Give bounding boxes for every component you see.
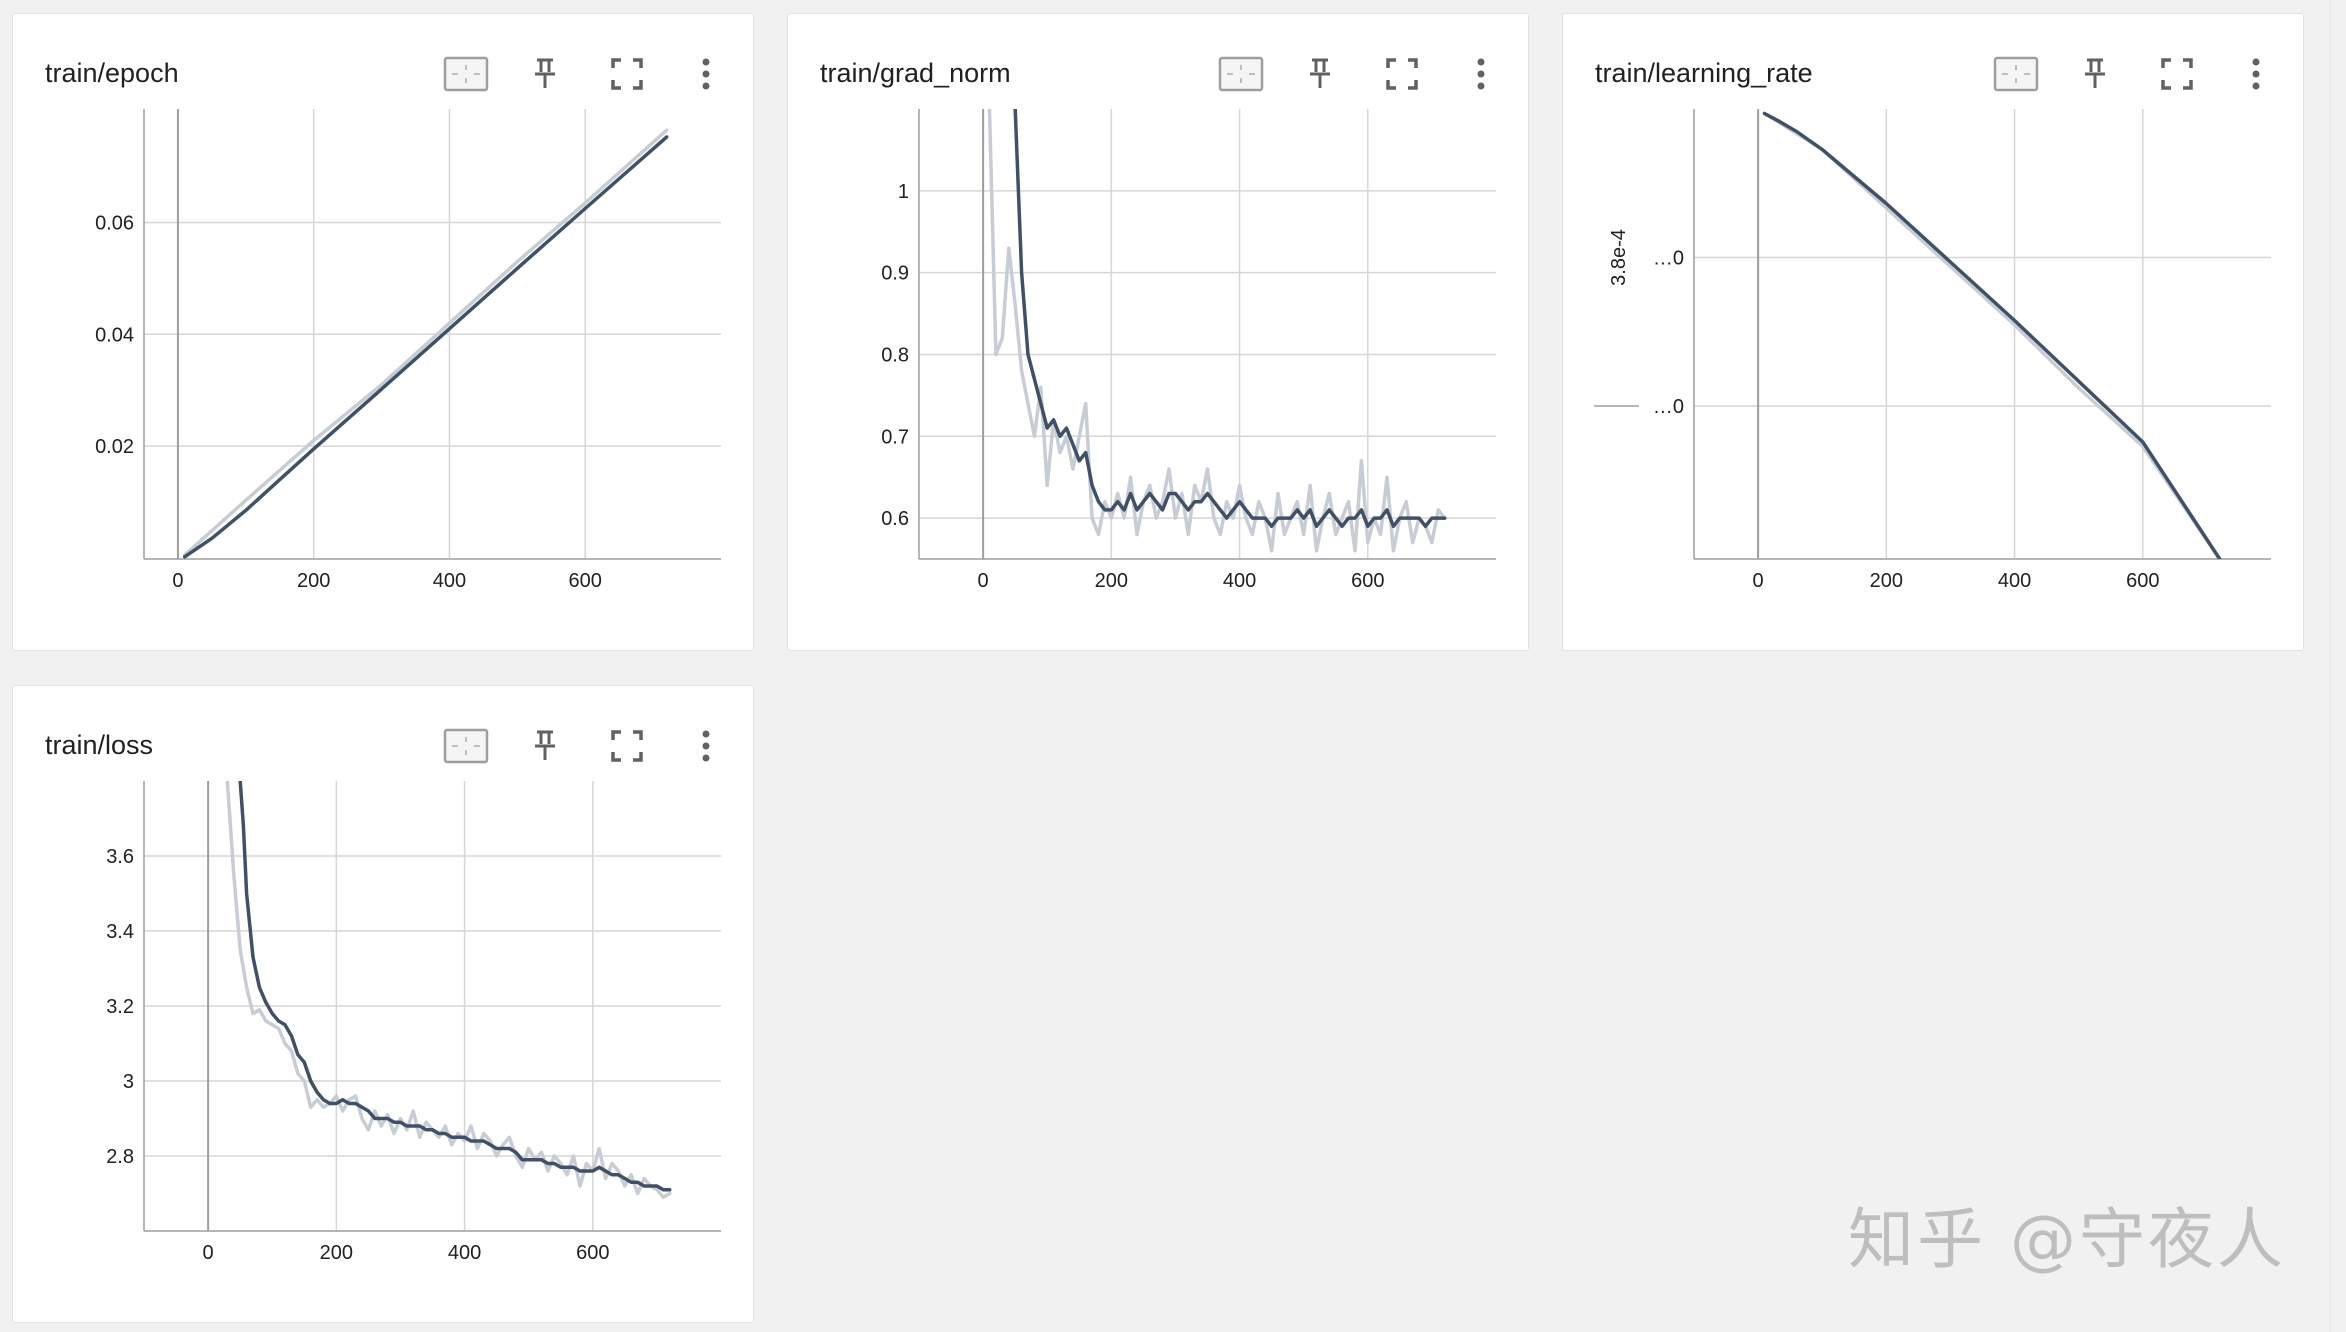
chart-plot: 0 200 400 600 2.8 3 3.2 3.4 3.6 <box>106 781 721 1264</box>
chart-card-loss: train/loss 0 200 400 600 2.8 3 3.2 3.4 3.6 <box>12 685 754 1323</box>
x-tick-label: 0 <box>978 570 989 592</box>
raw-series-line <box>182 128 669 557</box>
x-tick-label: 0 <box>1753 570 1764 592</box>
x-tick-label: 600 <box>569 570 602 592</box>
chart-card-grad-norm: train/grad_norm 0 200 400 600 0.6 0.7 0.8 0.9 1 <box>787 13 1529 651</box>
fit-domain-icon[interactable] <box>1218 56 1264 97</box>
x-tick-label: 400 <box>1998 570 2031 592</box>
y-tick-label: …0 <box>1653 248 1684 270</box>
y-tick-label: 3.4 <box>106 921 134 943</box>
fullscreen-icon[interactable] <box>2159 56 2195 97</box>
chart-card-learning-rate: train/learning_rate 0 200 400 600 …0 …0 3.8e-4 <box>1562 13 2304 651</box>
more-vert-icon[interactable] <box>1474 56 1488 97</box>
x-tick-label: 0 <box>172 570 183 592</box>
x-tick-label: 600 <box>2126 570 2159 592</box>
chart-title: train/grad_norm <box>820 58 1011 88</box>
y-tick-label: 3.6 <box>106 846 134 868</box>
y-tick-label: 0.8 <box>881 344 909 366</box>
fit-domain-icon[interactable] <box>443 728 489 769</box>
pin-icon[interactable] <box>1306 56 1334 97</box>
more-vert-icon[interactable] <box>699 56 713 97</box>
fit-domain-icon[interactable] <box>443 56 489 97</box>
x-tick-label: 400 <box>433 570 466 592</box>
fullscreen-icon[interactable] <box>1384 56 1420 97</box>
pin-icon[interactable] <box>531 728 559 769</box>
x-tick-label: 600 <box>576 1242 609 1264</box>
y-tick-label: 1 <box>898 181 909 203</box>
raw-series-line <box>987 109 1447 553</box>
chart-plot: 0 200 400 600 0.6 0.7 0.8 0.9 1 <box>881 109 1496 592</box>
chart-plot: 0 200 400 600 0.02 0.04 0.06 <box>95 109 721 592</box>
x-tick-label: 200 <box>297 570 330 592</box>
watermark: 知乎 @守夜人 <box>1848 1201 2286 1278</box>
scrollbar-track[interactable] <box>2330 0 2346 1332</box>
smoothed-series-line <box>238 781 672 1192</box>
x-tick-label: 200 <box>1095 570 1128 592</box>
x-tick-label: 400 <box>448 1242 481 1264</box>
pin-icon[interactable] <box>2081 56 2109 97</box>
x-tick-label: 600 <box>1351 570 1384 592</box>
x-tick-label: 200 <box>320 1242 353 1264</box>
chart-title: train/loss <box>45 730 154 760</box>
chart-title: train/learning_rate <box>1595 58 1813 88</box>
y-tick-label: 0.6 <box>881 508 909 530</box>
x-tick-label: 0 <box>203 1242 214 1264</box>
y-tick-label: …0 <box>1653 396 1684 418</box>
chart-plot: 0 200 400 600 …0 …0 3.8e-4 <box>1594 109 2271 592</box>
x-tick-label: 400 <box>1223 570 1256 592</box>
y-tick-label: 0.9 <box>881 263 909 285</box>
x-tick-label: 200 <box>1870 570 1903 592</box>
raw-series-line <box>1762 111 2222 559</box>
fit-domain-icon[interactable] <box>1993 56 2039 97</box>
y-tick-label: 0.7 <box>881 426 909 448</box>
y-tick-label: 0.06 <box>95 212 134 234</box>
y-tick-label: 2.8 <box>106 1146 134 1168</box>
more-vert-icon[interactable] <box>699 728 713 769</box>
fullscreen-icon[interactable] <box>609 56 645 97</box>
smoothed-series-line <box>1013 109 1447 529</box>
y-tick-label: 3 <box>123 1071 134 1093</box>
chart-card-epoch: train/epoch 0 200 400 600 0.02 0.04 0.06 <box>12 13 754 651</box>
pin-icon[interactable] <box>531 56 559 97</box>
more-vert-icon[interactable] <box>2249 56 2263 97</box>
y-tick-label: 0.04 <box>95 324 134 346</box>
y-tick-label: 3.2 <box>106 996 134 1018</box>
chart-title: train/epoch <box>45 58 179 88</box>
y-axis-label: 3.8e-4 <box>1608 229 1630 286</box>
y-tick-label: 0.02 <box>95 436 134 458</box>
smoothed-series-line <box>182 135 669 559</box>
fullscreen-icon[interactable] <box>609 728 645 769</box>
smoothed-series-line <box>1762 111 2222 559</box>
